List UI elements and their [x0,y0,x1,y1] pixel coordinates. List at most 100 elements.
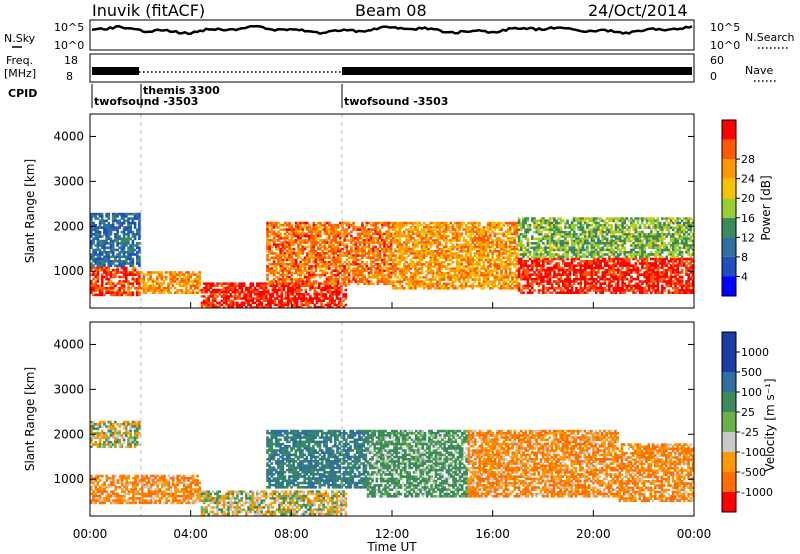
scatter-cell [561,259,565,263]
scatter-cell [403,278,406,281]
scatter-cell [314,237,318,240]
scatter-cell [347,276,351,279]
scatter-cell [482,254,486,257]
scatter-cell [661,275,664,279]
scatter-cell [658,271,662,274]
scatter-cell [131,242,135,245]
scatter-cell [588,286,591,290]
scatter-cell [136,282,139,285]
scatter-cell [288,269,291,273]
scatter-cell [299,278,302,281]
scatter-cell [376,267,380,270]
scatter-cell [398,232,402,236]
scatter-cell [427,224,430,227]
scatter-cell [590,277,594,281]
scatter-cell [262,286,266,290]
scatter-cell [90,217,93,220]
scatter-cell [691,275,695,279]
scatter-cell [661,277,664,281]
scatter-cell [293,301,297,305]
scatter-cell [676,268,679,272]
scatter-cell [533,262,536,265]
scatter-cell [526,266,530,270]
scatter-cell [486,241,490,244]
scatter-cell [416,280,419,283]
scatter-cell [484,247,488,251]
scatter-cell [661,291,664,294]
scatter-cell [610,259,613,263]
scatter-cell [334,226,338,229]
scatter-cell [125,262,128,265]
scatter-cell [339,241,342,244]
scatter-cell [515,232,519,236]
scatter-cell [271,293,275,296]
scatter-cell [429,232,433,236]
scatter-cell [256,290,259,294]
scatter-cell [286,256,289,260]
scatter-cell [480,254,483,257]
scatter-cell [343,230,346,233]
scatter-cell [537,237,541,241]
scatter-cell [467,247,470,251]
scatter-cell [641,273,644,276]
scatter-cell [365,256,369,260]
scatter-cell [256,288,259,292]
scatter-cell [605,264,609,267]
scatter-cell [495,265,499,268]
scatter-cell [537,219,541,223]
scatter-cell [354,241,358,244]
scatter-cell [352,237,355,240]
scatter-cell [127,228,130,232]
scatter-cell [645,282,649,285]
scatter-cell [381,267,384,270]
scatter-cell [641,291,644,294]
scatter-cell [509,280,512,283]
scatter-cell [378,263,382,266]
scatter-cell [147,286,150,290]
scatter-cell [515,230,519,234]
scatter-cell [205,297,208,300]
scatter-cell [133,266,137,270]
scatter-cell [336,258,340,262]
scatter-cell [411,278,415,281]
scatter-cell [544,233,547,236]
scatter-cell [389,232,393,236]
scatter-cell [522,262,525,265]
scatter-cell [491,226,494,229]
scatter-cell [297,226,300,229]
scatter-cell [447,250,450,253]
scatter-cell [506,265,510,268]
scatter-cell [103,268,106,272]
scatter-cell [125,237,128,241]
scatter-cell [270,263,274,266]
scatter-cell [392,241,395,244]
scatter-cell [344,297,348,300]
scatter-cell [122,228,126,232]
scatter-cell [133,280,137,283]
scatter-cell [456,247,459,251]
scatter-cell [550,282,554,285]
scatter-cell [305,239,309,242]
scatter-cell [396,263,399,266]
scatter-cell [416,278,419,281]
scatter-cell [169,271,172,274]
scatter-cell [297,228,300,231]
scatter-cell [674,284,677,288]
scatter-cell [447,273,450,277]
scatter-cell [310,282,313,286]
scatter-cell [520,262,523,265]
scatter-cell [471,256,475,260]
scatter-cell [531,235,534,238]
scatter-cell [608,273,611,276]
scatter-cell [685,280,688,283]
scatter-cell [555,282,558,285]
scatter-cell [220,299,224,302]
scatter-cell [94,284,97,288]
scatter-cell [105,233,108,236]
scatter-cell [96,235,100,238]
scatter-cell [414,226,417,229]
scatter-cell [526,244,530,247]
scatter-cell [522,264,525,267]
scatter-cell [269,293,272,296]
scatter-cell [352,267,355,270]
